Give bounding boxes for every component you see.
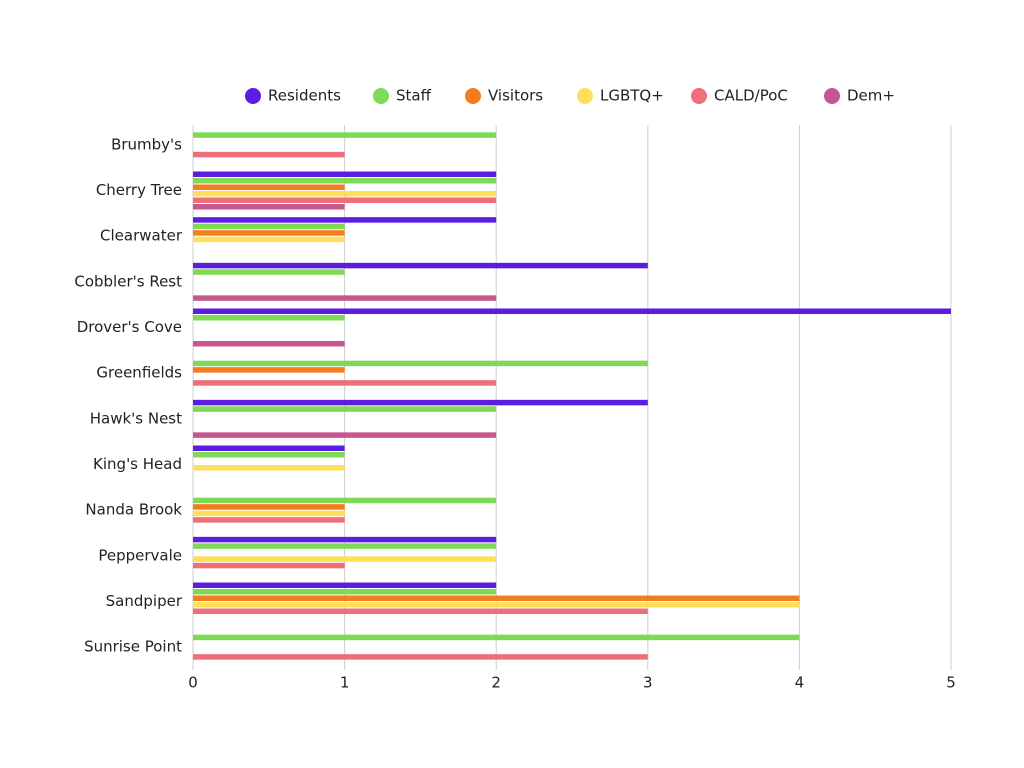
x-tick-label: 5	[946, 674, 956, 692]
bar	[193, 204, 345, 210]
bar	[193, 589, 497, 595]
y-tick-label: Cherry Tree	[96, 181, 182, 199]
bar	[193, 517, 345, 523]
bar	[193, 582, 497, 588]
y-tick-label: Peppervale	[98, 546, 182, 564]
bar	[193, 452, 345, 458]
bar	[193, 360, 648, 367]
bar	[193, 171, 497, 177]
bar	[193, 341, 345, 347]
bar	[193, 191, 497, 197]
bar	[193, 399, 648, 406]
x-tick-label: 4	[795, 674, 805, 692]
y-tick-label: Cobbler's Rest	[74, 272, 182, 290]
x-tick-label: 1	[340, 674, 350, 692]
bar	[193, 654, 648, 660]
legend-label: LGBTQ+	[600, 87, 664, 105]
y-tick-label: Greenfields	[96, 364, 182, 382]
bar	[193, 536, 497, 543]
y-tick-label: Nanda Brook	[85, 501, 182, 519]
bar	[193, 178, 497, 184]
legend-label: Staff	[396, 87, 432, 105]
bar	[193, 295, 497, 301]
bar	[193, 217, 497, 223]
y-tick-label: King's Head	[93, 455, 182, 473]
bar	[193, 132, 497, 138]
x-tick-label: 0	[188, 674, 198, 692]
bar	[193, 230, 345, 236]
bar	[193, 236, 345, 243]
legend-marker	[577, 88, 593, 104]
legend-label: Residents	[268, 87, 341, 105]
bar	[193, 562, 345, 569]
bar	[193, 269, 345, 275]
bar	[193, 595, 800, 601]
bar	[193, 504, 345, 510]
bar	[193, 223, 345, 230]
legend-label: CALD/PoC	[714, 87, 788, 105]
x-tick-label: 3	[643, 674, 653, 692]
bar	[193, 634, 800, 641]
bar	[193, 602, 800, 608]
bar	[193, 184, 345, 190]
y-tick-label: Sandpiper	[106, 592, 183, 610]
legend-marker	[691, 88, 707, 104]
y-tick-label: Hawk's Nest	[90, 409, 182, 427]
bar	[193, 510, 345, 517]
legend-marker	[824, 88, 840, 104]
bar	[193, 308, 951, 314]
bar	[193, 151, 345, 158]
y-tick-label: Brumby's	[111, 135, 182, 153]
x-tick-label: 2	[491, 674, 501, 692]
bar	[193, 197, 497, 203]
legend-marker	[373, 88, 389, 104]
bar	[193, 406, 497, 412]
bar	[193, 432, 497, 438]
legend-label: Dem+	[847, 87, 895, 105]
bar	[193, 262, 648, 269]
legend-label: Visitors	[488, 87, 543, 105]
bar	[193, 608, 648, 614]
bar	[193, 556, 497, 562]
y-tick-label: Clearwater	[100, 227, 183, 245]
legend-marker	[465, 88, 481, 104]
bar	[193, 445, 345, 451]
y-tick-label: Drover's Cove	[77, 318, 182, 336]
bar	[193, 367, 345, 373]
legend-marker	[245, 88, 261, 104]
bar	[193, 465, 345, 471]
y-tick-label: Sunrise Point	[84, 638, 182, 656]
bar	[193, 543, 497, 549]
bar	[193, 315, 345, 321]
bar	[193, 497, 497, 504]
bar	[193, 380, 497, 386]
